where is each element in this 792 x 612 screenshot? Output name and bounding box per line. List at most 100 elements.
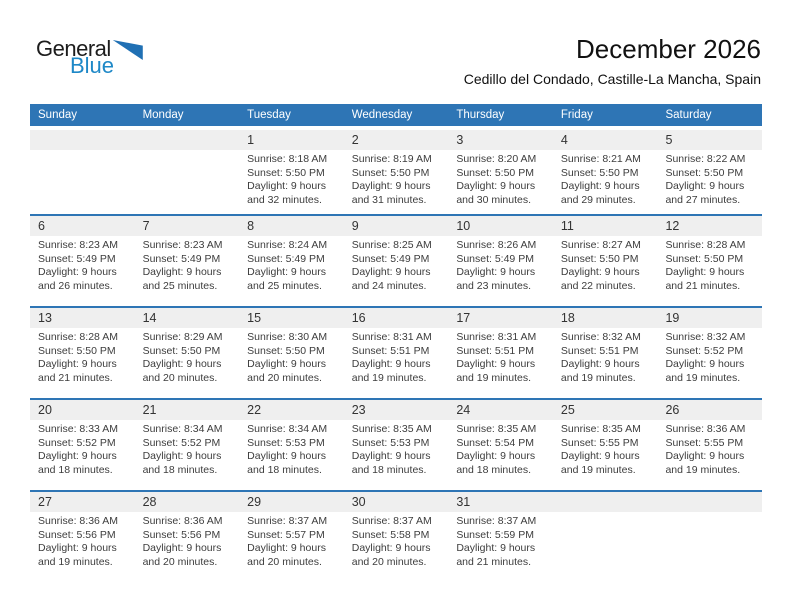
- day-cell-15: 15 Sunrise: 8:30 AM Sunset: 5:50 PM Dayligh…: [239, 308, 344, 398]
- day-cell-25: 25 Sunrise: 8:35 AM Sunset: 5:55 PM Dayligh…: [552, 400, 658, 490]
- day-cell-19: 19 Sunrise: 8:32 AM Sunset: 5:52 PM Dayligh…: [657, 308, 763, 398]
- day-cell-1: 1 Sunrise: 8:18 AM Sunset: 5:50 PM Daylight…: [239, 130, 344, 214]
- logo-text-blue: Blue: [70, 53, 115, 78]
- sunset-text: Sunset: 5:50 PM: [456, 166, 534, 179]
- sunset-text: Sunset: 5:49 PM: [456, 252, 534, 265]
- day-number: 13: [30, 308, 135, 328]
- day-number: 30: [343, 492, 449, 512]
- sunrise-text: Sunrise: 8:21 AM: [560, 153, 641, 165]
- sunset-text: Sunset: 5:50 PM: [247, 344, 325, 357]
- day-cell-16: 16 Sunrise: 8:31 AM Sunset: 5:51 PM Dayligh…: [343, 308, 449, 398]
- day-details: Sunrise: 8:33 AM Sunset: 5:52 PM Daylight:…: [30, 420, 135, 477]
- sunset-text: Sunset: 5:59 PM: [456, 528, 534, 541]
- sunset-text: Sunset: 5:49 PM: [142, 252, 221, 265]
- sunrise-text: Sunrise: 8:34 AM: [142, 423, 223, 435]
- sunrise-text: Sunrise: 8:35 AM: [456, 423, 537, 435]
- day-details: Sunrise: 8:23 AM Sunset: 5:49 PM Daylight:…: [135, 236, 240, 293]
- day-number: 21: [134, 400, 240, 420]
- week-row: 1 Sunrise: 8:18 AM Sunset: 5:50 PM Daylight…: [30, 126, 763, 214]
- day-details: Sunrise: 8:22 AM Sunset: 5:50 PM Daylight:…: [657, 150, 762, 207]
- day-number: 25: [552, 400, 658, 420]
- day-number: 6: [30, 216, 135, 236]
- daylight-text: Daylight: 9 hours and 19 minutes.: [456, 358, 536, 384]
- day-number: 9: [343, 216, 449, 236]
- weekday-header-tuesday: Tuesday: [247, 109, 291, 121]
- week-row: 6 Sunrise: 8:23 AM Sunset: 5:49 PM Daylight…: [30, 214, 763, 306]
- day-number: 2: [343, 130, 449, 150]
- day-number: 16: [343, 308, 449, 328]
- sunset-text: Sunset: 5:51 PM: [456, 344, 534, 357]
- day-number: 5: [657, 130, 763, 150]
- day-details: Sunrise: 8:37 AM Sunset: 5:57 PM Daylight:…: [239, 512, 344, 569]
- sunrise-text: Sunrise: 8:23 AM: [38, 239, 118, 251]
- day-cell-empty: [30, 130, 135, 214]
- day-cell-empty: [552, 492, 658, 582]
- day-cell-21: 21 Sunrise: 8:34 AM Sunset: 5:52 PM Dayligh…: [134, 400, 240, 490]
- weekday-header-monday: Monday: [142, 109, 184, 121]
- sunset-text: Sunset: 5:53 PM: [247, 436, 325, 449]
- sunset-text: Sunset: 5:56 PM: [38, 528, 116, 541]
- day-number: 3: [448, 130, 553, 150]
- day-number: 27: [30, 492, 135, 512]
- sunrise-text: Sunrise: 8:33 AM: [38, 423, 118, 435]
- sunrise-text: Sunrise: 8:19 AM: [351, 153, 432, 165]
- sunrise-text: Sunrise: 8:24 AM: [247, 239, 328, 251]
- day-cell-10: 10 Sunrise: 8:26 AM Sunset: 5:49 PM Dayligh…: [448, 216, 553, 306]
- day-cell-13: 13 Sunrise: 8:28 AM Sunset: 5:50 PM Dayligh…: [30, 308, 135, 398]
- sunrise-text: Sunrise: 8:20 AM: [456, 153, 537, 165]
- daylight-text: Daylight: 9 hours and 18 minutes.: [351, 450, 431, 476]
- day-details: Sunrise: 8:36 AM Sunset: 5:56 PM Daylight:…: [135, 512, 240, 569]
- sunset-text: Sunset: 5:53 PM: [351, 436, 430, 449]
- day-number: [552, 492, 658, 512]
- sunrise-text: Sunrise: 8:36 AM: [142, 515, 223, 527]
- sunrise-text: Sunrise: 8:25 AM: [351, 239, 432, 251]
- daylight-text: Daylight: 9 hours and 29 minutes.: [560, 180, 640, 206]
- sunset-text: Sunset: 5:57 PM: [247, 528, 325, 541]
- daylight-text: Daylight: 9 hours and 20 minutes.: [142, 542, 222, 568]
- day-details: Sunrise: 8:26 AM Sunset: 5:49 PM Daylight:…: [448, 236, 553, 293]
- day-cell-22: 22 Sunrise: 8:34 AM Sunset: 5:53 PM Dayligh…: [239, 400, 344, 490]
- sunset-text: Sunset: 5:55 PM: [665, 436, 744, 449]
- sunset-text: Sunset: 5:50 PM: [560, 166, 639, 179]
- day-number: 26: [657, 400, 763, 420]
- sunrise-text: Sunrise: 8:27 AM: [560, 239, 641, 251]
- daylight-text: Daylight: 9 hours and 19 minutes.: [38, 542, 117, 568]
- day-details: Sunrise: 8:37 AM Sunset: 5:59 PM Daylight:…: [448, 512, 553, 569]
- day-cell-8: 8 Sunrise: 8:24 AM Sunset: 5:49 PM Daylight…: [239, 216, 344, 306]
- day-number: 8: [239, 216, 344, 236]
- daylight-text: Daylight: 9 hours and 25 minutes.: [247, 266, 326, 292]
- day-details: Sunrise: 8:21 AM Sunset: 5:50 PM Daylight:…: [553, 150, 658, 207]
- sunrise-text: Sunrise: 8:28 AM: [38, 331, 118, 343]
- sunset-text: Sunset: 5:54 PM: [456, 436, 534, 449]
- day-cell-11: 11 Sunrise: 8:27 AM Sunset: 5:50 PM Dayligh…: [552, 216, 658, 306]
- daylight-text: Daylight: 9 hours and 18 minutes.: [247, 450, 326, 476]
- daylight-text: Daylight: 9 hours and 19 minutes.: [351, 358, 431, 384]
- day-details: Sunrise: 8:36 AM Sunset: 5:55 PM Daylight:…: [657, 420, 762, 477]
- sunrise-text: Sunrise: 8:31 AM: [351, 331, 432, 343]
- sunrise-text: Sunrise: 8:36 AM: [38, 515, 118, 527]
- day-number: [30, 130, 135, 150]
- day-number: 18: [552, 308, 658, 328]
- daylight-text: Daylight: 9 hours and 19 minutes.: [665, 450, 745, 476]
- daylight-text: Daylight: 9 hours and 21 minutes.: [665, 266, 745, 292]
- sunset-text: Sunset: 5:50 PM: [665, 166, 744, 179]
- sunset-text: Sunset: 5:50 PM: [38, 344, 116, 357]
- sunset-text: Sunset: 5:49 PM: [351, 252, 430, 265]
- sunset-text: Sunset: 5:55 PM: [560, 436, 639, 449]
- day-details: Sunrise: 8:35 AM Sunset: 5:54 PM Daylight:…: [448, 420, 553, 477]
- sunset-text: Sunset: 5:50 PM: [351, 166, 430, 179]
- day-details: Sunrise: 8:19 AM Sunset: 5:50 PM Daylight:…: [344, 150, 449, 207]
- day-number: 7: [134, 216, 240, 236]
- sunrise-text: Sunrise: 8:35 AM: [351, 423, 432, 435]
- day-cell-12: 12 Sunrise: 8:28 AM Sunset: 5:50 PM Dayligh…: [657, 216, 763, 306]
- daylight-text: Daylight: 9 hours and 20 minutes.: [247, 358, 326, 384]
- weekday-header-wednesday: Wednesday: [351, 109, 413, 121]
- daylight-text: Daylight: 9 hours and 20 minutes.: [351, 542, 431, 568]
- day-details: Sunrise: 8:28 AM Sunset: 5:50 PM Daylight:…: [30, 328, 135, 385]
- daylight-text: Daylight: 9 hours and 23 minutes.: [456, 266, 536, 292]
- daylight-text: Daylight: 9 hours and 20 minutes.: [247, 542, 326, 568]
- sunset-text: Sunset: 5:51 PM: [351, 344, 430, 357]
- day-cell-14: 14 Sunrise: 8:29 AM Sunset: 5:50 PM Dayligh…: [134, 308, 240, 398]
- weeks-container: 1 Sunrise: 8:18 AM Sunset: 5:50 PM Daylight…: [30, 126, 763, 582]
